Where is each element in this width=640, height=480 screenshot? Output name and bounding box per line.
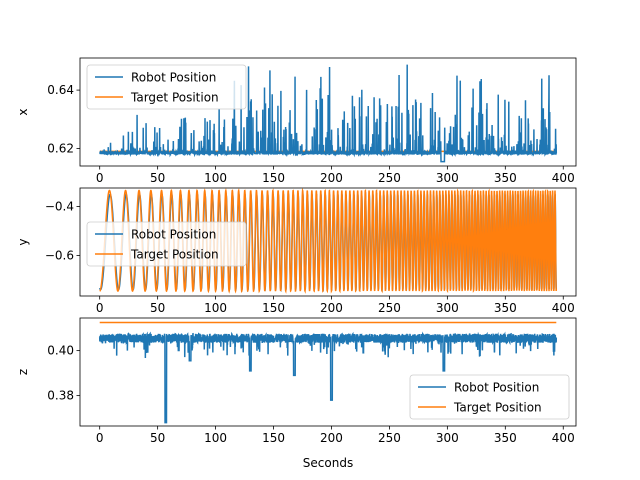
x-tick-label: 150 [262, 431, 285, 445]
x-tick-label: 350 [494, 171, 517, 185]
legend-box [86, 221, 247, 267]
y-tick-label: 0.38 [47, 389, 74, 403]
x-tick-label: 350 [494, 431, 517, 445]
legend-label-target: Target Position [453, 401, 542, 415]
x-tick-label: 250 [378, 301, 401, 315]
axes-frame [79, 187, 577, 297]
legend-box [409, 374, 570, 420]
x-tick-label: 400 [552, 301, 575, 315]
x-tick-label: 200 [320, 301, 343, 315]
x-tick-label: 50 [150, 431, 165, 445]
x-tick-label: 150 [262, 171, 285, 185]
x-tick-label: 200 [320, 431, 343, 445]
legend-label-target: Target Position [130, 248, 219, 262]
y-tick-label: 0.62 [47, 141, 74, 155]
legend-label-robot: Robot Position [131, 228, 216, 242]
x-tick-label: 100 [204, 171, 227, 185]
y-axis-label-x: x [16, 108, 30, 115]
axes-frame [79, 317, 577, 427]
axes-frame [79, 57, 577, 167]
legend-box [86, 64, 247, 110]
subplot-y: 0 50 100 150 200 250 300 350 400 −0.4 −0.6 y Robot P… [16, 187, 577, 315]
x-tick-label: 300 [436, 171, 459, 185]
y-tick-label: 0.64 [47, 83, 74, 97]
x-tick-label: 300 [436, 431, 459, 445]
plot-layer: 0 50 100 150 200 250 300 350 400 0.62 0.64 x Robot P… [16, 57, 577, 445]
series-robot-position [98, 331, 558, 424]
y-tick-label: −0.4 [45, 199, 74, 213]
x-tick-label: 250 [378, 171, 401, 185]
legend-label-robot: Robot Position [131, 71, 216, 85]
series-robot-position [99, 64, 558, 163]
x-tick-label: 100 [204, 431, 227, 445]
series-target-position [99, 188, 558, 294]
legend: Robot Position Target Position [86, 64, 247, 110]
x-tick-label: 0 [96, 301, 104, 315]
x-tick-label: 400 [552, 171, 575, 185]
subplot-z: 0 50 100 150 200 250 300 350 400 0.38 0.40 z Robot P… [16, 317, 577, 445]
y-axis-label-z: z [16, 369, 30, 375]
legend: Robot Position Target Position [409, 374, 570, 420]
x-tick-label: 200 [320, 171, 343, 185]
plot-area-y [98, 188, 558, 294]
y-tick-label: 0.40 [47, 344, 74, 358]
x-tick-label: 350 [494, 301, 517, 315]
subplot-x: 0 50 100 150 200 250 300 350 400 0.62 0.64 x Robot P… [16, 57, 577, 185]
plot-area-x [99, 64, 558, 163]
y-axis-label-y: y [16, 238, 30, 245]
x-tick-label: 100 [204, 301, 227, 315]
x-tick-label: 0 [96, 171, 104, 185]
x-tick-label: 400 [552, 431, 575, 445]
x-tick-label: 50 [150, 301, 165, 315]
x-tick-label: 250 [378, 431, 401, 445]
x-tick-label: 300 [436, 301, 459, 315]
x-tick-label: 150 [262, 301, 285, 315]
plot-area-z [98, 321, 558, 424]
legend: Robot Position Target Position [86, 221, 247, 267]
x-axis-label: Seconds [303, 456, 353, 470]
y-tick-label: −0.6 [45, 249, 74, 263]
x-tick-label: 0 [96, 431, 104, 445]
legend-label-target: Target Position [130, 91, 219, 105]
legend-label-robot: Robot Position [454, 381, 539, 395]
x-tick-label: 50 [150, 171, 165, 185]
